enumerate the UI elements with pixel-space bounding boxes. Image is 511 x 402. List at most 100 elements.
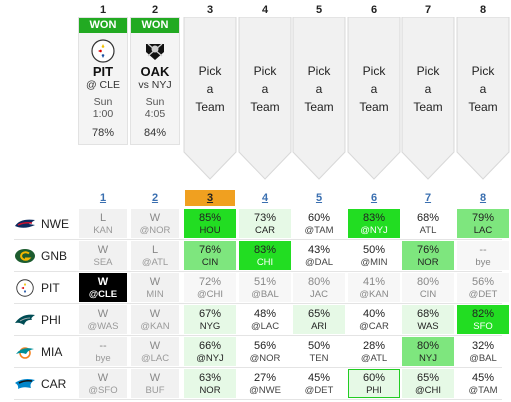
grid-cell[interactable]: 45% @TAM (456, 368, 510, 399)
grid-cell[interactable]: 63% NOR (183, 368, 237, 399)
week-link-2[interactable]: 2 (151, 192, 159, 204)
grid-cell[interactable]: 51% @BAL (238, 272, 292, 303)
pick-slot-week-8[interactable]: Pick a Team (456, 17, 510, 180)
grid-cell[interactable]: 65% ARI (292, 304, 346, 335)
row-divider (14, 367, 502, 368)
grid-cell: W @NOR (130, 208, 180, 239)
grid-cell[interactable]: 85% HOU (183, 208, 237, 239)
pick-label: a (370, 82, 378, 96)
grid-cell[interactable]: 32% @BAL (456, 336, 510, 367)
team-row-label-gnb: GNB (14, 240, 76, 271)
grid-cell[interactable]: 56% @DET (456, 272, 510, 303)
week-number-5: 5 (315, 4, 323, 16)
grid-cell[interactable]: 56% @NOR (238, 336, 292, 367)
pick-label: Pick (416, 64, 440, 78)
steelers-logo-icon (14, 278, 36, 297)
week-link-4[interactable]: 4 (261, 192, 269, 204)
grid-cell: W BUF (130, 368, 180, 399)
week-link-5[interactable]: 5 (315, 192, 323, 204)
week-number-8: 8 (479, 4, 487, 16)
pick-slot-week-5[interactable]: Pick a Team (292, 17, 346, 180)
week-number-7: 7 (424, 4, 432, 16)
grid-cell[interactable]: 60% PHI (347, 368, 401, 399)
team-abbr: PIT (41, 280, 60, 295)
grid-cell[interactable]: 60% @TAM (292, 208, 346, 239)
row-divider (14, 335, 502, 336)
pick-label: Team (250, 100, 280, 114)
pick-label: a (424, 82, 432, 96)
pick-card-week-1[interactable]: WON PIT @ CLE Sun 1:00 78% (78, 17, 128, 145)
week-number-1: 1 (99, 4, 107, 16)
game-day: Sun (93, 96, 113, 108)
pick-label: Team (359, 100, 389, 114)
grid-cell: -- bye (456, 240, 510, 271)
pick-label: Team (195, 100, 225, 114)
grid-cell[interactable]: 79% LAC (456, 208, 510, 239)
week-number-2: 2 (151, 4, 159, 16)
grid-cell[interactable]: 45% @DET (292, 368, 346, 399)
grid-cell[interactable]: 43% @DAL (292, 240, 346, 271)
pick-label: Pick (253, 64, 277, 78)
grid-cell[interactable]: 80% CIN (401, 272, 455, 303)
pick-card-week-2[interactable]: WON OAK vs NYJ Sun 4:05 84% (130, 17, 180, 145)
pick-label: Pick (198, 64, 222, 78)
grid-cell[interactable]: 72% @CHI (183, 272, 237, 303)
grid-cell[interactable]: 27% @NWE (238, 368, 292, 399)
grid-cell: W @LAC (130, 336, 180, 367)
team-abbr: CAR (41, 376, 67, 391)
row-divider (14, 303, 502, 304)
week-number-4: 4 (261, 4, 269, 16)
pick-slot-week-6[interactable]: Pick a Team (347, 17, 401, 180)
pick-label: a (261, 82, 269, 96)
team-row-label-mia: MIA (14, 336, 76, 367)
grid-cell[interactable]: 76% NOR (401, 240, 455, 271)
pick-slot-week-7[interactable]: Pick a Team (401, 17, 455, 180)
team-abbr: GNB (41, 248, 68, 263)
row-divider (14, 271, 502, 272)
team-row-label-nwe: NWE (14, 208, 76, 239)
week-link-1[interactable]: 1 (99, 192, 107, 204)
grid-cell[interactable]: 41% @KAN (347, 272, 401, 303)
grid-cell[interactable]: 48% @LAC (238, 304, 292, 335)
grid-cell[interactable]: 80% NYJ (401, 336, 455, 367)
grid-cell: -- bye (78, 336, 128, 367)
grid-cell[interactable]: 67% NYG (183, 304, 237, 335)
grid-cell[interactable]: 28% @ATL (347, 336, 401, 367)
pick-slot-week-4[interactable]: Pick a Team (238, 17, 292, 180)
pick-percentage: 78% (91, 127, 115, 139)
grid-cell[interactable]: 68% WAS (401, 304, 455, 335)
grid-cell[interactable]: 73% CAR (238, 208, 292, 239)
grid-cell[interactable]: 40% @CAR (347, 304, 401, 335)
grid-cell[interactable]: 82% SFO (456, 304, 510, 335)
pick-label: Team (468, 100, 498, 114)
week-link-8[interactable]: 8 (479, 192, 487, 204)
grid-cell[interactable]: 50% TEN (292, 336, 346, 367)
pick-label: Team (304, 100, 334, 114)
pick-label: Team (413, 100, 443, 114)
grid-cell[interactable]: 68% ATL (401, 208, 455, 239)
grid-cell: L KAN (78, 208, 128, 239)
pick-label: Pick (362, 64, 386, 78)
grid-cell[interactable]: 80% JAC (292, 272, 346, 303)
team-row-label-car: CAR (14, 368, 76, 399)
grid-cell[interactable]: 65% @CHI (401, 368, 455, 399)
grid-cell[interactable]: 83% CHI (238, 240, 292, 271)
grid-cell[interactable]: 83% @NYJ (347, 208, 401, 239)
pick-slot-week-3[interactable]: Pick a Team (183, 17, 237, 180)
panthers-logo-icon (14, 375, 36, 393)
week-number-3: 3 (206, 4, 214, 16)
week-link-7[interactable]: 7 (424, 192, 432, 204)
grid-cell[interactable]: 50% @MIN (347, 240, 401, 271)
pick-slot-shape (347, 17, 401, 180)
pick-opponent: @ CLE (85, 79, 120, 91)
pick-team: PIT (92, 64, 114, 79)
grid-cell[interactable]: 76% CIN (183, 240, 237, 271)
grid-cell[interactable]: 66% @NYJ (183, 336, 237, 367)
won-badge: WON (79, 18, 127, 33)
game-time: 1:00 (92, 108, 114, 120)
pick-label: a (206, 82, 214, 96)
game-day: Sun (145, 96, 165, 108)
team-abbr: MIA (41, 344, 63, 359)
week-link-3-current[interactable]: 3 (185, 190, 235, 206)
week-link-6[interactable]: 6 (370, 192, 378, 204)
